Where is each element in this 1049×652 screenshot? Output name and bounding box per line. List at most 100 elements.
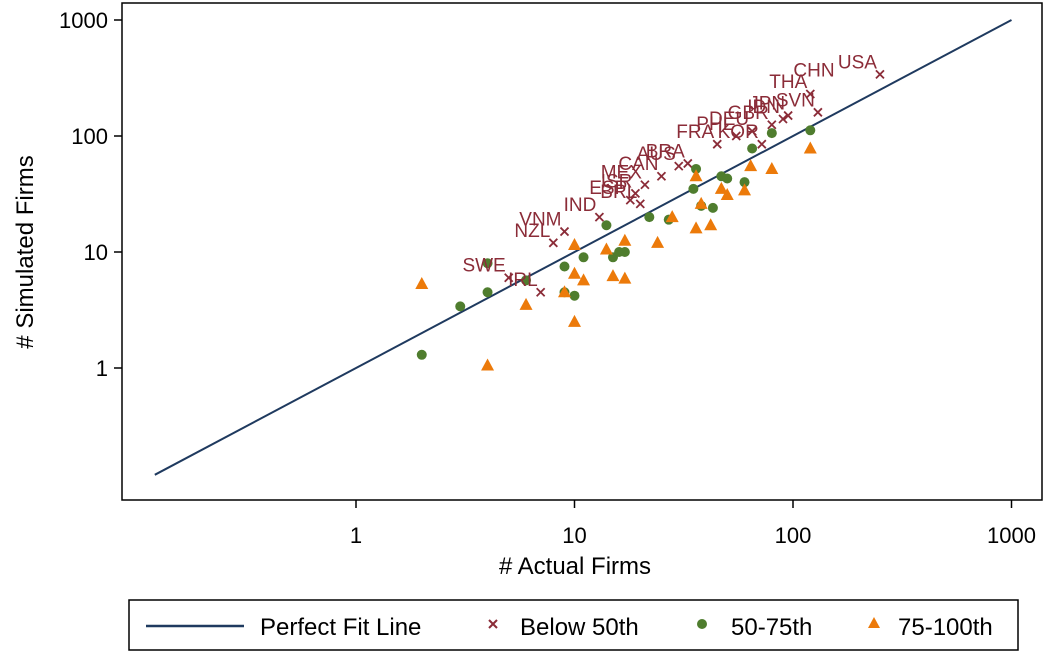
point-label: JPN [749,94,785,115]
triangle-marker [651,235,665,248]
point-label: GBR [728,103,769,124]
triangle-marker [599,242,613,255]
legend-label-50-75th: 50-75th [731,614,812,641]
x-marker-stroke [757,139,767,149]
point-label: IDN [747,97,780,118]
circle-marker [521,275,532,286]
triangle-marker [704,218,718,231]
legend-circle-marker [697,619,707,629]
y-axis-ticks: 1 10 100 1000 [59,8,122,381]
point-label: CAN [618,154,658,175]
point-label: CHN [793,60,834,81]
x-marker [747,126,757,136]
point-label: SVN [776,90,815,111]
point-label: VNM [519,210,561,231]
triangle-marker [568,314,581,327]
legend: Perfect Fit Line Below 50th 50-75th 75-1… [128,599,1019,651]
x-marker [594,212,605,222]
point-label: IND [564,195,597,216]
x-marker-stroke [712,139,722,149]
perfect-fit-line [154,19,1012,476]
point-label: ISR [601,171,633,192]
y-axis-title: # Simulated Firms [12,155,39,348]
point-label: FRA [676,122,714,143]
x-marker-stroke [536,287,546,297]
x-marker-stroke [559,226,570,237]
triangle-marker [694,196,708,209]
triangle-marker [568,237,581,250]
point-label: NZL [514,221,550,242]
x-marker-stroke [731,131,741,141]
triangle-marker [720,188,734,201]
circle-marker [601,220,612,231]
x-marker [656,171,667,181]
series-75-100th [415,141,817,371]
circle-marker [416,349,427,360]
triangle-marker [714,181,728,194]
triangle-marker [415,276,429,289]
x-marker-stroke [625,195,635,205]
triangle-marker [665,210,679,223]
triangle-marker [568,266,581,279]
x-marker [783,110,793,121]
triangle-marker [689,221,703,234]
triangle-marker [803,141,817,154]
x-marker [559,226,570,237]
point-label: BRL [600,182,637,203]
x-marker [548,238,558,248]
point-label: BRA [646,141,685,162]
circle-marker [619,247,630,257]
reference-line-layer [154,19,1012,476]
triangle-marker [606,269,620,282]
circle-marker [578,252,589,263]
y-tick-label: 100 [71,124,108,149]
x-marker [674,161,684,171]
x-marker [778,114,788,124]
triangle-marker [481,358,495,371]
x-marker-stroke [594,212,605,222]
point-label: ESP [589,178,627,199]
x-axis-title: # Actual Firms [499,553,651,580]
point-label: AUS [637,144,676,165]
circle-marker [691,163,702,174]
point-label: USA [838,52,877,73]
x-marker [625,195,635,205]
x-marker [630,188,641,199]
x-marker-stroke [630,188,641,199]
legend-triangle-marker [868,617,880,628]
point-label: SWE [462,256,505,277]
x-tick-label: 10 [562,523,586,548]
x-marker-stroke [767,120,777,130]
triangle-marker [765,161,779,174]
x-tick-label: 1000 [987,523,1036,548]
circle-marker [482,287,493,298]
series-layer [415,69,885,371]
series-below-50th [504,69,885,297]
circle-marker [482,258,493,269]
x-marker-stroke [747,126,757,136]
x-axis-ticks: 1 10 100 1000 [350,500,1036,548]
triangle-marker [689,169,703,182]
circle-marker [722,173,733,184]
x-marker-stroke [875,69,885,79]
x-marker-stroke [635,199,645,209]
point-label: DEU [709,109,749,130]
circle-marker [455,301,466,312]
circle-marker [747,143,758,154]
circle-marker [805,125,816,136]
legend-label-below-50th: Below 50th [520,614,639,641]
x-marker-stroke [683,158,693,169]
legend-label-75-100th: 75-100th [898,614,993,641]
triangle-marker [618,233,632,246]
triangle-marker [519,297,533,310]
point-label: IRL [508,270,538,291]
point-label: KOR [718,122,759,143]
circle-marker [739,177,750,188]
point-label: PHL [696,114,733,135]
triangle-marker [577,273,591,286]
x-marker-stroke [813,107,823,117]
point-label: MEX [601,163,643,184]
x-marker [875,69,885,79]
x-marker [640,180,650,190]
x-marker-stroke [640,180,650,190]
